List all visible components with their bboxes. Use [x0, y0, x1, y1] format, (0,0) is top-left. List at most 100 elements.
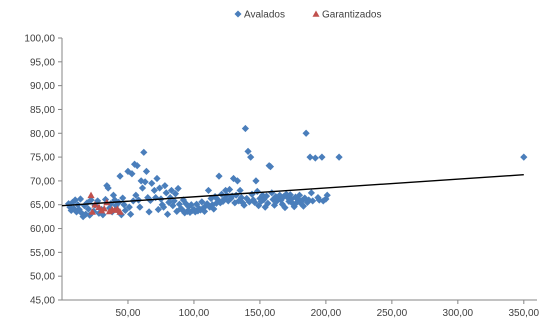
data-point-avalados [270, 201, 279, 209]
data-point-avalados [159, 203, 168, 211]
y-tick-label: 80,00 [30, 129, 55, 140]
data-point-avalados [252, 177, 260, 185]
data-point-avalados [302, 129, 310, 137]
data-point-avalados [236, 186, 244, 195]
data-point-avalados [187, 201, 195, 209]
data-point-avalados [142, 167, 151, 175]
data-point-avalados [171, 190, 180, 198]
legend: Avalados Garantizados [234, 10, 381, 21]
data-point-avalados [133, 162, 141, 170]
data-point-avalados [128, 170, 136, 178]
data-point-avalados [116, 172, 124, 180]
y-tick-label: 70,00 [30, 176, 55, 187]
data-point-avalados [335, 153, 343, 161]
data-point-avalados [125, 203, 133, 211]
data-point-avalados [315, 196, 323, 204]
data-point-avalados [200, 207, 209, 215]
y-tick-label: 50,00 [30, 272, 55, 283]
data-point-avalados [262, 192, 271, 200]
data-point-avalados [167, 186, 176, 195]
data-point-avalados [138, 184, 147, 192]
data-point-avalados [323, 191, 331, 199]
data-point-avalados [268, 189, 276, 197]
data-point-avalados [156, 184, 164, 192]
data-point-avalados [76, 195, 85, 203]
data-point-avalados [311, 154, 319, 162]
data-point-avalados [322, 195, 330, 203]
data-point-avalados [306, 153, 314, 161]
data-point-avalados [240, 201, 248, 209]
data-point-avalados [264, 199, 272, 207]
data-point-avalados [233, 177, 242, 185]
data-point-avalados [154, 205, 162, 214]
data-point-avalados [295, 191, 304, 199]
data-point-avalados [148, 179, 156, 187]
data-points [64, 124, 528, 221]
data-point-avalados [266, 163, 275, 171]
data-point-avalados [218, 190, 226, 198]
data-point-avalados [280, 193, 288, 201]
data-point-avalados [274, 194, 282, 202]
y-tick-label: 85,00 [30, 105, 55, 116]
data-point-avalados [136, 203, 144, 211]
data-point-avalados [244, 147, 252, 155]
data-point-avalados [153, 174, 161, 183]
data-point-avalados [215, 172, 223, 180]
data-point-avalados [210, 205, 218, 213]
legend-marker-garantizados [312, 10, 320, 17]
data-point-avalados [204, 186, 213, 195]
data-point-avalados [162, 189, 170, 197]
data-point-avalados [163, 210, 172, 218]
trendline [61, 174, 524, 207]
data-point-avalados [256, 194, 264, 203]
data-point-avalados [132, 191, 140, 199]
data-point-avalados [70, 204, 78, 213]
data-point-avalados [120, 201, 128, 209]
x-tick-label: 250,00 [377, 308, 408, 319]
tick-labels: 45,00 50,00 55,00 60,00 65,00 70,00 75,00 80,00… [24, 34, 539, 320]
data-point-avalados [303, 198, 312, 206]
data-point-avalados [140, 148, 148, 156]
data-point-avalados [104, 184, 112, 192]
y-tick-label: 45,00 [30, 296, 55, 307]
data-point-avalados [170, 197, 178, 205]
data-point-avalados [293, 198, 301, 206]
x-tick-label: 100,00 [179, 308, 210, 319]
y-tick-label: 75,00 [30, 153, 55, 164]
data-point-avalados [299, 202, 308, 210]
y-tick-label: 55,00 [30, 248, 55, 259]
data-point-avalados [166, 193, 174, 202]
data-point-garantizados [88, 208, 96, 215]
x-tick-label: 200,00 [311, 308, 342, 319]
data-point-avalados [318, 153, 326, 161]
data-point-avalados [119, 194, 127, 202]
data-point-avalados [282, 190, 290, 198]
data-point-avalados [520, 153, 528, 161]
data-point-avalados [127, 210, 135, 218]
data-point-avalados [87, 196, 95, 204]
x-tick-label: 50,00 [115, 308, 140, 319]
data-point-avalados [298, 196, 306, 205]
data-point-avalados [150, 186, 158, 195]
axes [61, 38, 537, 301]
x-tick-label: 350,00 [509, 308, 539, 319]
data-point-avalados [257, 197, 265, 205]
data-point-avalados [241, 124, 250, 133]
data-point-garantizados [87, 191, 95, 199]
legend-label-avalados: Avalados [244, 10, 285, 21]
x-tick-label: 150,00 [245, 308, 276, 319]
data-point-avalados [269, 195, 277, 204]
data-point-avalados [121, 206, 129, 215]
data-point-garantizados [91, 201, 99, 208]
data-point-avalados [294, 195, 302, 203]
data-point-avalados [68, 198, 77, 206]
data-point-garantizados [100, 204, 108, 212]
data-point-garantizados [116, 208, 124, 215]
legend-label-garantizados: Garantizados [322, 10, 381, 21]
data-point-avalados [258, 191, 267, 199]
data-point-avalados [174, 184, 182, 193]
data-point-avalados [225, 185, 234, 194]
data-point-avalados [71, 196, 79, 204]
data-point-avalados [291, 193, 300, 201]
